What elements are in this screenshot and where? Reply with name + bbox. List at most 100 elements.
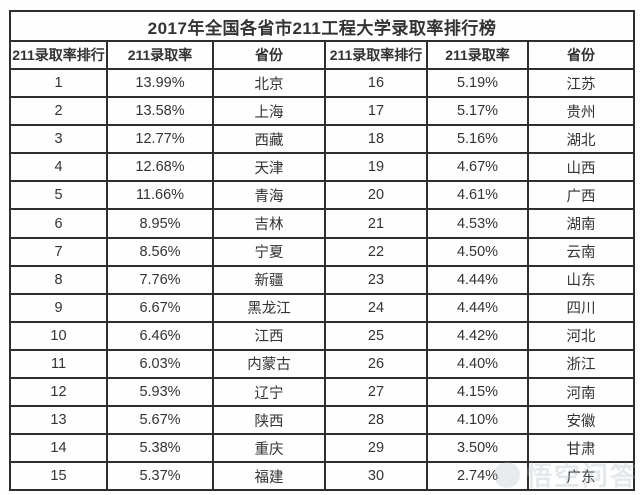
rank-cell: 11 (9, 348, 108, 380)
rank-cell: 28 (324, 405, 428, 436)
rate-cell: 11.66% (106, 180, 214, 211)
table-title: 2017年全国各省市211工程大学录取率排行榜 (8, 10, 636, 42)
header-row: 211录取率排行 211录取率 省份 211录取率排行 211录取率 省份 (9, 40, 636, 70)
rate-cell: 5.19% (426, 67, 529, 99)
rate-cell: 13.99% (106, 67, 214, 99)
province-cell: 贵州 (526, 96, 636, 127)
rate-cell: 6.46% (106, 320, 214, 351)
province-cell: 山东 (526, 264, 636, 295)
table-row: 9 6.67% 黑龙江 24 4.44% 四川 (9, 292, 636, 323)
province-cell: 云南 (526, 236, 636, 267)
rank-cell: 16 (324, 67, 428, 99)
province-cell: 山西 (526, 152, 636, 183)
rank-cell: 23 (324, 264, 428, 295)
rate-cell: 4.40% (426, 348, 529, 380)
province-cell: 浙江 (526, 348, 636, 380)
province-cell: 广东 (526, 461, 636, 492)
rate-cell: 7.76% (106, 264, 214, 295)
rank-cell: 18 (324, 124, 428, 155)
table-row: 8 7.76% 新疆 23 4.44% 山东 (9, 264, 636, 295)
header-province-left: 省份 (212, 40, 326, 70)
province-cell: 河南 (526, 377, 636, 408)
admission-rate-table: 2017年全国各省市211工程大学录取率排行榜 211录取率排行 211录取率 … (8, 10, 636, 492)
rate-cell: 6.03% (106, 348, 214, 380)
province-cell: 宁夏 (212, 236, 326, 267)
rank-cell: 4 (9, 152, 108, 183)
province-cell: 江西 (212, 320, 326, 351)
province-cell: 黑龙江 (212, 292, 326, 323)
table-row: 14 5.38% 重庆 29 3.50% 甘肃 (9, 433, 636, 464)
province-cell: 河北 (526, 320, 636, 351)
rate-cell: 13.58% (106, 96, 214, 127)
table-row: 7 8.56% 宁夏 22 4.50% 云南 (9, 236, 636, 267)
province-cell: 安徽 (526, 405, 636, 436)
rate-cell: 4.42% (426, 320, 529, 351)
rank-cell: 21 (324, 208, 428, 239)
province-cell: 内蒙古 (212, 348, 326, 380)
rank-cell: 7 (9, 236, 108, 267)
table-row: 5 11.66% 青海 20 4.61% 广西 (9, 180, 636, 211)
rate-cell: 5.37% (106, 461, 214, 492)
rank-cell: 14 (9, 433, 108, 464)
rank-cell: 6 (9, 208, 108, 239)
header-province-right: 省份 (526, 40, 636, 70)
rank-cell: 1 (9, 67, 108, 99)
rate-cell: 8.95% (106, 208, 214, 239)
rank-cell: 27 (324, 377, 428, 408)
rate-cell: 8.56% (106, 236, 214, 267)
province-cell: 湖南 (526, 208, 636, 239)
rate-cell: 2.74% (426, 461, 529, 492)
header-rank-right: 211录取率排行 (324, 40, 428, 70)
province-cell: 江苏 (526, 67, 636, 99)
province-cell: 上海 (212, 96, 326, 127)
header-rate-left: 211录取率 (106, 40, 214, 70)
province-cell: 西藏 (212, 124, 326, 155)
rank-cell: 9 (9, 292, 108, 323)
rate-cell: 5.67% (106, 405, 214, 436)
province-cell: 北京 (212, 67, 326, 99)
rate-cell: 5.16% (426, 124, 529, 155)
table-row: 10 6.46% 江西 25 4.42% 河北 (9, 320, 636, 351)
province-cell: 甘肃 (526, 433, 636, 464)
rank-cell: 17 (324, 96, 428, 127)
rate-cell: 4.10% (426, 405, 529, 436)
rate-cell: 4.50% (426, 236, 529, 267)
rank-cell: 25 (324, 320, 428, 351)
rate-cell: 12.68% (106, 152, 214, 183)
table-row: 1 13.99% 北京 16 5.19% 江苏 (9, 67, 636, 99)
table-row: 15 5.37% 福建 30 2.74% 广东 (9, 461, 636, 492)
rate-cell: 4.44% (426, 264, 529, 295)
province-cell: 重庆 (212, 433, 326, 464)
rate-cell: 4.44% (426, 292, 529, 323)
table-row: 4 12.68% 天津 19 4.67% 山西 (9, 152, 636, 183)
province-cell: 新疆 (212, 264, 326, 295)
rate-cell: 4.67% (426, 152, 529, 183)
table-row: 3 12.77% 西藏 18 5.16% 湖北 (9, 124, 636, 155)
rate-cell: 5.17% (426, 96, 529, 127)
table-row: 2 13.58% 上海 17 5.17% 贵州 (9, 96, 636, 127)
rate-cell: 5.38% (106, 433, 214, 464)
rank-cell: 20 (324, 180, 428, 211)
rank-cell: 10 (9, 320, 108, 351)
rank-cell: 13 (9, 405, 108, 436)
table-row: 11 6.03% 内蒙古 26 4.40% 浙江 (9, 348, 636, 380)
title-row: 2017年全国各省市211工程大学录取率排行榜 (8, 10, 636, 42)
rate-cell: 12.77% (106, 124, 214, 155)
rank-cell: 5 (9, 180, 108, 211)
rank-cell: 22 (324, 236, 428, 267)
province-cell: 广西 (526, 180, 636, 211)
table-row: 12 5.93% 辽宁 27 4.15% 河南 (9, 377, 636, 408)
province-cell: 青海 (212, 180, 326, 211)
province-cell: 天津 (212, 152, 326, 183)
rank-cell: 15 (9, 461, 108, 492)
rank-cell: 12 (9, 377, 108, 408)
rank-cell: 24 (324, 292, 428, 323)
province-cell: 四川 (526, 292, 636, 323)
rank-cell: 29 (324, 433, 428, 464)
table-body: 1 13.99% 北京 16 5.19% 江苏 2 13.58% 上海 17 5.17% 贵州 3 12.… (9, 67, 636, 492)
rank-cell: 2 (9, 96, 108, 127)
province-cell: 湖北 (526, 124, 636, 155)
rate-cell: 6.67% (106, 292, 214, 323)
table-row: 6 8.95% 吉林 21 4.53% 湖南 (9, 208, 636, 239)
